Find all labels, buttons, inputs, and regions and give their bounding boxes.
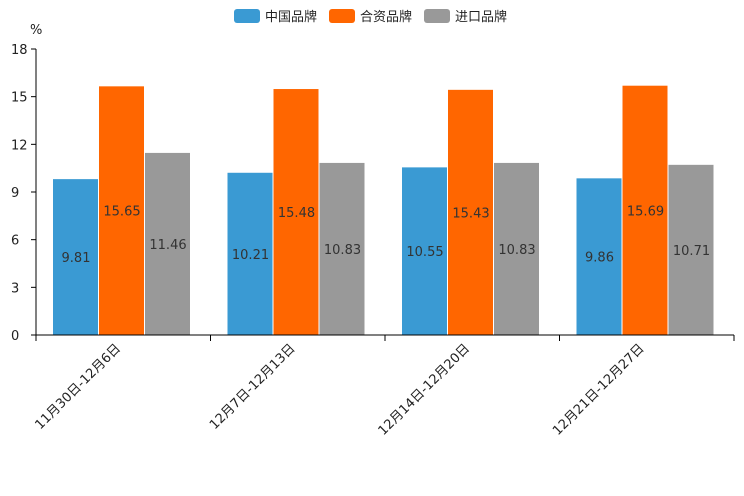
y-tick-label: 15 xyxy=(11,91,28,106)
data-label: 10.55 xyxy=(406,245,443,260)
y-tick-label: 3 xyxy=(11,281,19,296)
data-label: 15.65 xyxy=(103,205,140,220)
data-label: 10.71 xyxy=(673,244,710,259)
legend-swatch xyxy=(234,9,260,23)
data-label: 15.48 xyxy=(278,206,315,221)
bar xyxy=(448,89,493,335)
bar xyxy=(622,85,668,335)
bar xyxy=(319,162,365,335)
bar xyxy=(99,86,144,335)
y-tick-label: 18 xyxy=(11,43,28,58)
bar xyxy=(668,164,714,335)
data-label: 9.81 xyxy=(62,251,91,266)
x-axis: 11月30日-12月6日 12月7日-12月13日 12月14日-12月20日 12月… xyxy=(32,334,735,439)
x-category-label: 11月30日-12月6日 xyxy=(32,341,124,433)
bar xyxy=(273,89,319,335)
data-label: 10.21 xyxy=(232,248,269,263)
legend-swatch xyxy=(329,9,355,23)
data-label: 10.83 xyxy=(324,243,361,258)
legend-label: 进口品牌 xyxy=(455,9,507,25)
bar xyxy=(494,162,539,335)
legend-label: 合资品牌 xyxy=(360,9,412,25)
bars-group: 9.81 15.65 11.46 10.21 15.48 10.83 10.55 15.43 1… xyxy=(53,85,714,335)
bar xyxy=(402,167,447,335)
y-axis: 0 3 6 9 12 15 18 xyxy=(11,43,37,344)
data-label: 11.46 xyxy=(149,238,186,253)
y-tick-label: 6 xyxy=(11,234,19,249)
data-label: 9.86 xyxy=(585,251,614,266)
y-tick-label: 12 xyxy=(11,138,28,153)
data-label: 15.43 xyxy=(452,206,489,221)
x-category-label: 12月7日-12月13日 xyxy=(207,341,299,433)
x-category-label: 12月14日-12月20日 xyxy=(376,341,473,438)
legend-label: 中国品牌 xyxy=(265,9,317,25)
legend: 中国品牌 合资品牌 进口品牌 xyxy=(234,9,507,25)
legend-swatch xyxy=(424,9,450,23)
bar xyxy=(145,152,190,335)
y-axis-unit-label: % xyxy=(30,23,42,38)
x-category-label: 12月21日-12月27日 xyxy=(550,341,647,438)
bar xyxy=(576,178,622,335)
y-tick-label: 9 xyxy=(11,186,19,201)
data-label: 10.83 xyxy=(498,243,535,258)
y-tick-label: 0 xyxy=(11,329,19,344)
data-label: 15.69 xyxy=(627,204,664,219)
bar xyxy=(227,172,273,335)
bar xyxy=(53,179,98,335)
